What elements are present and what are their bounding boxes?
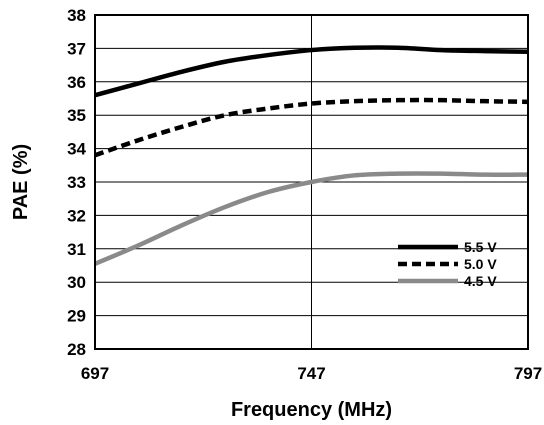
y-tick-label: 28 (67, 340, 86, 359)
y-tick-label: 33 (67, 173, 86, 192)
y-tick-label: 38 (67, 6, 86, 25)
y-tick-labels: 28 29 30 31 32 33 34 35 36 37 38 (67, 6, 86, 359)
legend-label: 5.5 V (464, 239, 497, 255)
x-axis-title: Frequency (MHz) (231, 399, 392, 421)
y-tick-label: 29 (67, 307, 86, 326)
x-tick-label: 697 (81, 364, 109, 383)
legend-label: 5.0 V (464, 256, 497, 272)
y-tick-label: 35 (67, 106, 86, 125)
y-tick-label: 37 (67, 39, 86, 58)
y-axis-title: PAE (%) (10, 144, 32, 220)
y-tick-label: 30 (67, 273, 86, 292)
y-tick-label: 36 (67, 73, 86, 92)
y-tick-label: 31 (67, 240, 86, 259)
x-tick-label: 747 (297, 364, 325, 383)
y-tick-label: 32 (67, 206, 86, 225)
series-line-1 (94, 45, 529, 98)
plot-frame (94, 14, 529, 350)
x-tick-labels: 697 747 797 (81, 364, 542, 383)
series-lines (94, 45, 529, 266)
x-tick-label: 797 (514, 364, 542, 383)
legend: 5.5 V5.0 V4.5 V (398, 239, 497, 289)
y-tick-label: 34 (67, 140, 86, 159)
series-line-2 (94, 97, 529, 158)
legend-label: 4.5 V (464, 273, 497, 289)
series-line-3 (94, 171, 529, 266)
